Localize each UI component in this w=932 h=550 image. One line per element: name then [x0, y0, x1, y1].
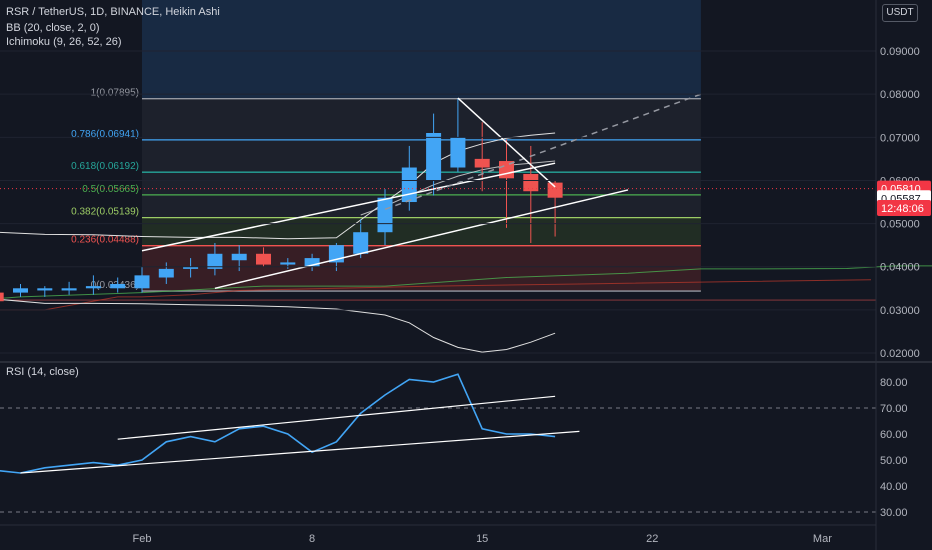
- fib-level-label: 0.5(0.05665): [82, 184, 139, 195]
- time-tick-label: 15: [476, 533, 488, 545]
- candle-body: [280, 262, 296, 265]
- candle-body: [158, 268, 174, 278]
- price-tick-label: 0.02000: [880, 348, 920, 360]
- price-tick-label: 0.07000: [880, 132, 920, 144]
- time-tick-label: Feb: [133, 533, 152, 545]
- candle-body: [523, 173, 539, 192]
- bb-basis-line: [360, 160, 556, 216]
- candle-body: [110, 283, 126, 289]
- candle-body: [426, 133, 442, 181]
- candle-body: [547, 182, 563, 198]
- bb-legend[interactable]: BB (20, close, 2, 0): [6, 22, 100, 34]
- time-tick-label: Mar: [813, 533, 832, 545]
- ichimoku-legend[interactable]: Ichimoku (9, 26, 52, 26): [6, 36, 122, 48]
- fib-level-label: 0.382(0.05139): [71, 207, 139, 218]
- price-tick-label: 0.04000: [880, 262, 920, 274]
- trendline-projection: [384, 93, 702, 211]
- trendline-channel-lower: [214, 189, 629, 290]
- price-tag-label: 12:48:06: [881, 203, 924, 215]
- fib-level-label: 0.236(0.04488): [71, 235, 139, 246]
- candle-body: [37, 288, 53, 291]
- rsi-legend[interactable]: RSI (14, close): [6, 366, 79, 378]
- trendline-drop: [457, 97, 556, 188]
- price-tick-label: 0.05000: [880, 219, 920, 231]
- candle-body: [13, 288, 28, 293]
- candle-body: [401, 167, 417, 203]
- trendline-channel-upper: [141, 162, 556, 252]
- candle-body: [231, 253, 247, 261]
- candle-body: [85, 286, 101, 289]
- price-tag-box: [877, 200, 931, 217]
- candle-body: [474, 158, 490, 168]
- measure-zone-top: [142, 0, 701, 99]
- candle-body: [377, 197, 393, 233]
- candle-body: [134, 275, 150, 289]
- rsi-trendline: [20, 430, 580, 474]
- rsi-line: [0, 373, 556, 474]
- candle-body: [207, 253, 223, 269]
- time-tick-label: 8: [309, 533, 315, 545]
- candle-body: [353, 232, 369, 254]
- candle-body: [61, 288, 77, 291]
- rsi-tick-label: 40.00: [880, 481, 908, 493]
- rsi-tick-label: 60.00: [880, 429, 908, 441]
- price-tick-label: 0.08000: [880, 89, 920, 101]
- candle-body: [183, 266, 199, 269]
- rsi-tick-label: 30.00: [880, 507, 908, 519]
- ichimoku-span-line: [0, 265, 932, 299]
- chart-title: RSR / TetherUS, 1D, BINANCE, Heikin Ashi: [6, 6, 220, 18]
- candle-body: [256, 253, 271, 265]
- rsi-trendline: [117, 395, 556, 440]
- rsi-tick-label: 80.00: [880, 377, 908, 389]
- price-tick-label: 0.03000: [880, 305, 920, 317]
- candle-body: [304, 258, 320, 267]
- rsi-tick-label: 50.00: [880, 455, 908, 467]
- fib-level-label: 0.618(0.06192): [71, 161, 139, 172]
- fib-level-label: 0.786(0.06941): [71, 129, 139, 140]
- rsi-tick-label: 70.00: [880, 403, 908, 415]
- bb-lower-line: [0, 298, 556, 353]
- time-tick-label: 22: [646, 533, 658, 545]
- fib-red-zone: [142, 245, 701, 292]
- fib-level-label: 1(0.07895): [91, 88, 139, 99]
- candle-body: [450, 137, 466, 168]
- currency-button[interactable]: USDT: [882, 4, 918, 22]
- bb-upper-line: [0, 132, 556, 240]
- fib-green-zone: [142, 217, 701, 246]
- candle-body: [0, 292, 4, 302]
- price-tick-label: 0.09000: [880, 46, 920, 58]
